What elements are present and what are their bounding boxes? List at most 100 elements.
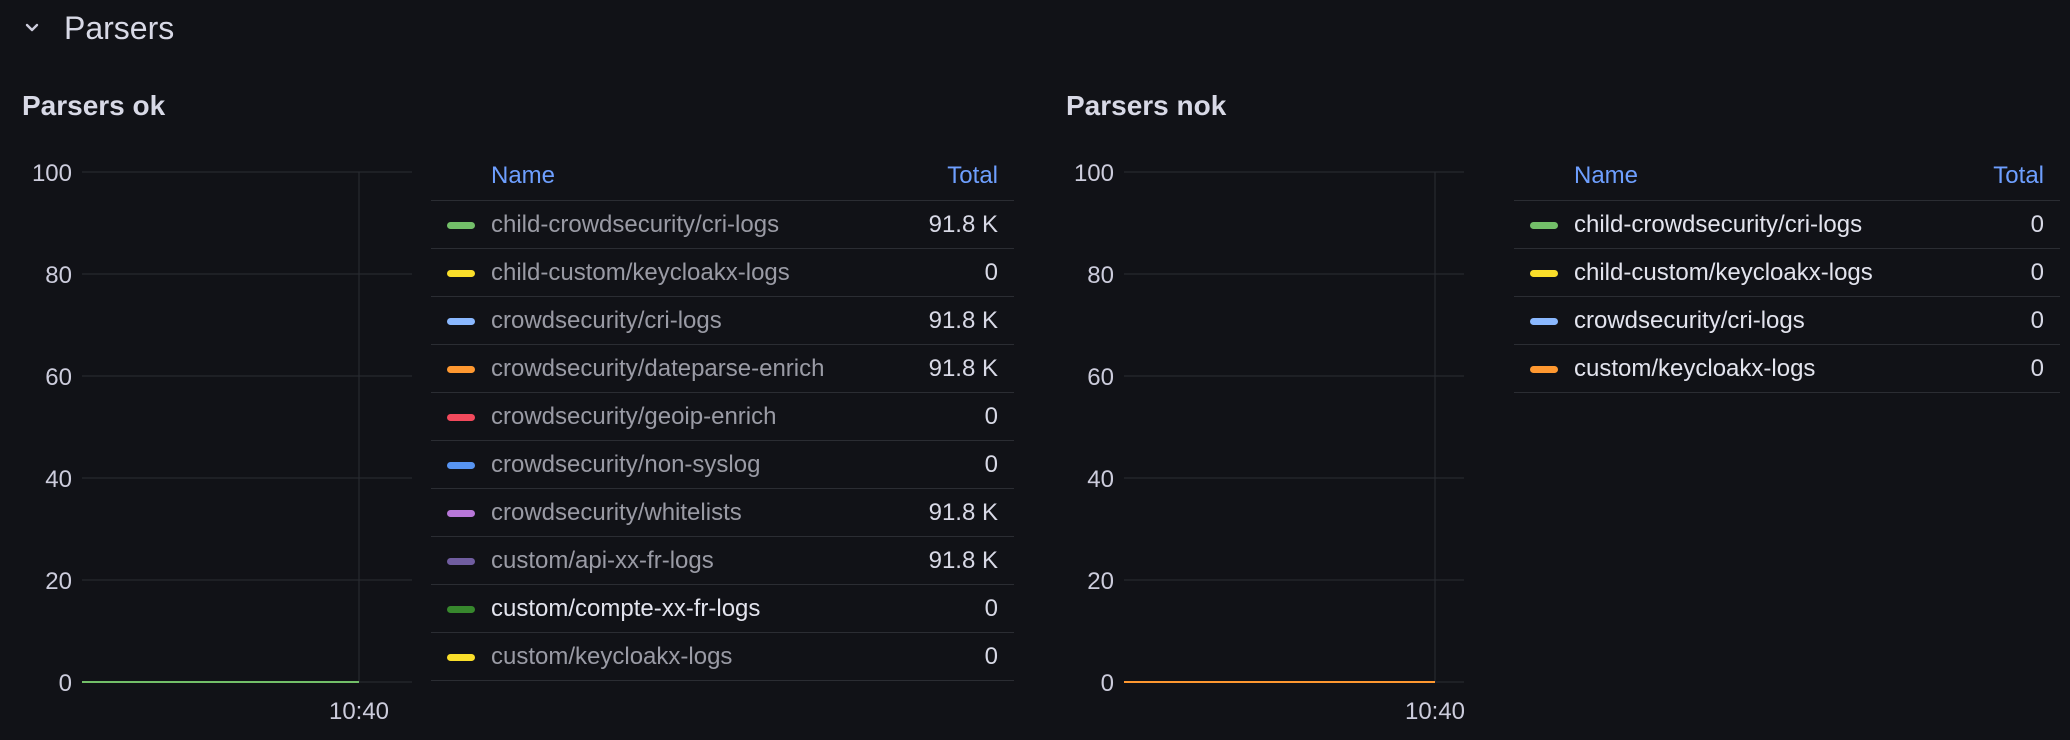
series-name: custom/compte-xx-fr-logs <box>475 584 897 633</box>
y-tick-label: 80 <box>1087 262 1114 289</box>
series-color-swatch <box>431 632 475 681</box>
series-name: crowdsecurity/dateparse-enrich <box>475 344 897 393</box>
legend-swatch-header <box>431 152 475 201</box>
legend-row[interactable]: child-crowdsecurity/cri-logs 91.8 K <box>431 200 1014 249</box>
series-total: 0 <box>1959 344 2060 393</box>
legend-row[interactable]: child-custom/keycloakx-logs 0 <box>431 248 1014 297</box>
y-tick-label: 80 <box>45 262 72 289</box>
legend-name-header[interactable]: Name <box>1558 152 1960 201</box>
series-color-swatch <box>431 248 475 297</box>
series-total: 0 <box>896 248 1014 297</box>
series-name: custom/keycloakx-logs <box>475 632 897 681</box>
series-color-swatch <box>431 392 475 441</box>
swatch-line <box>447 461 475 469</box>
series-name: crowdsecurity/whitelists <box>475 488 897 537</box>
swatch-line <box>1530 317 1558 325</box>
swatch-line <box>447 221 475 229</box>
series-color-swatch <box>1514 296 1558 345</box>
y-tick-label: 60 <box>1087 364 1114 391</box>
series-color-swatch <box>1514 200 1558 249</box>
legend-row[interactable]: crowdsecurity/cri-logs 0 <box>1514 296 2060 345</box>
swatch-line <box>1530 221 1558 229</box>
series-total: 91.8 K <box>896 296 1014 345</box>
series-color-swatch <box>431 344 475 393</box>
series-color-swatch <box>431 296 475 345</box>
x-tick-label: 10:40 <box>329 698 389 725</box>
series-total: 91.8 K <box>896 536 1014 585</box>
legend-total-header[interactable]: Total <box>1959 152 2060 201</box>
series-total: 0 <box>1959 248 2060 297</box>
legend-row[interactable]: crowdsecurity/geoip-enrich 0 <box>431 392 1014 441</box>
x-tick-label: 10:40 <box>1405 698 1464 725</box>
swatch-line <box>447 269 475 277</box>
row-title: Parsers <box>64 9 175 46</box>
swatch-line <box>1530 269 1558 277</box>
legend-swatch-header <box>1514 152 1558 201</box>
series-total: 91.8 K <box>896 344 1014 393</box>
time-series-chart[interactable]: 100 80 60 40 20 0 10:40 <box>1044 80 1464 740</box>
y-tick-label: 60 <box>45 364 72 391</box>
series-name: crowdsecurity/cri-logs <box>475 296 897 345</box>
legend-row[interactable]: child-custom/keycloakx-logs 0 <box>1514 248 2060 297</box>
time-series-chart[interactable]: 100 80 60 40 20 0 10:40 <box>0 80 420 740</box>
swatch-line <box>447 317 475 325</box>
series-name: child-custom/keycloakx-logs <box>1558 248 1960 297</box>
legend-row[interactable]: custom/compte-xx-fr-logs 0 <box>431 584 1014 633</box>
legend-row[interactable]: crowdsecurity/whitelists 91.8 K <box>431 488 1014 537</box>
y-tick-label: 20 <box>45 568 72 595</box>
legend-row[interactable]: crowdsecurity/cri-logs 91.8 K <box>431 296 1014 345</box>
y-tick-label: 20 <box>1087 568 1114 595</box>
swatch-line <box>447 605 475 613</box>
legend-row[interactable]: crowdsecurity/non-syslog 0 <box>431 440 1014 489</box>
series-color-swatch <box>431 584 475 633</box>
series-total: 0 <box>896 584 1014 633</box>
y-tick-label: 0 <box>1101 670 1114 697</box>
series-total: 0 <box>1959 296 2060 345</box>
series-total: 91.8 K <box>896 488 1014 537</box>
panel-parsers-ok: Parsers ok 100 80 60 40 20 0 10:40 Name Total… <box>0 80 1030 740</box>
y-tick-label: 100 <box>1074 160 1114 187</box>
legend-total-header[interactable]: Total <box>896 152 1014 201</box>
y-tick-label: 40 <box>1087 466 1114 493</box>
swatch-line <box>447 557 475 565</box>
swatch-line <box>447 653 475 661</box>
panel-parsers-nok: Parsers nok 100 80 60 40 20 0 10:40 Name Tota… <box>1044 80 2070 740</box>
swatch-line <box>447 509 475 517</box>
series-total: 0 <box>896 392 1014 441</box>
series-name: crowdsecurity/geoip-enrich <box>475 392 897 441</box>
legend-row[interactable]: custom/keycloakx-logs 0 <box>1514 344 2060 393</box>
series-total: 0 <box>896 440 1014 489</box>
legend-row[interactable]: custom/api-xx-fr-logs 91.8 K <box>431 536 1014 585</box>
series-color-swatch <box>1514 344 1558 393</box>
series-total: 0 <box>896 632 1014 681</box>
y-tick-label: 100 <box>32 160 72 187</box>
series-total: 0 <box>1959 200 2060 249</box>
series-name: crowdsecurity/cri-logs <box>1558 296 1960 345</box>
y-tick-label: 40 <box>45 466 72 493</box>
series-color-swatch <box>431 440 475 489</box>
series-color-swatch <box>1514 248 1558 297</box>
panel-title[interactable]: Parsers nok <box>1066 90 1227 121</box>
swatch-line <box>1530 365 1558 373</box>
chevron-down-icon[interactable] <box>20 16 44 40</box>
series-name: child-custom/keycloakx-logs <box>475 248 897 297</box>
legend-row[interactable]: child-crowdsecurity/cri-logs 0 <box>1514 200 2060 249</box>
series-name: custom/api-xx-fr-logs <box>475 536 897 585</box>
series-name: child-crowdsecurity/cri-logs <box>475 200 897 249</box>
legend-table: Name Total child-crowdsecurity/cri-logs … <box>1514 152 2060 393</box>
series-color-swatch <box>431 536 475 585</box>
swatch-line <box>447 365 475 373</box>
panel-title[interactable]: Parsers ok <box>22 90 166 121</box>
series-total: 91.8 K <box>896 200 1014 249</box>
series-name: crowdsecurity/non-syslog <box>475 440 897 489</box>
legend-table: Name Total child-crowdsecurity/cri-logs … <box>431 152 1014 681</box>
legend-row[interactable]: crowdsecurity/dateparse-enrich 91.8 K <box>431 344 1014 393</box>
series-color-swatch <box>431 200 475 249</box>
series-name: child-crowdsecurity/cri-logs <box>1558 200 1960 249</box>
row-header-parsers[interactable]: Parsers <box>20 6 174 50</box>
y-tick-label: 0 <box>59 670 72 697</box>
legend-row[interactable]: custom/keycloakx-logs 0 <box>431 632 1014 681</box>
swatch-line <box>447 413 475 421</box>
legend-name-header[interactable]: Name <box>475 152 897 201</box>
series-name: custom/keycloakx-logs <box>1558 344 1960 393</box>
